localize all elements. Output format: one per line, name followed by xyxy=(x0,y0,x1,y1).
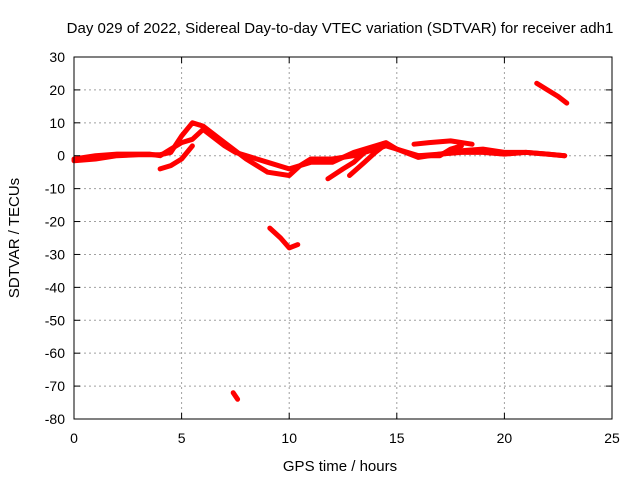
data-series xyxy=(71,80,570,402)
y-tick-label: -50 xyxy=(45,312,65,328)
y-tick-label: -80 xyxy=(45,411,65,427)
y-tick-label: -70 xyxy=(45,378,65,394)
y-tick-label: -30 xyxy=(45,246,65,262)
series-trace-13h xyxy=(347,141,389,178)
series-main-trace-b xyxy=(71,120,568,178)
y-tick-label: -20 xyxy=(45,214,65,230)
y-tick-label: -60 xyxy=(45,345,65,361)
grid xyxy=(74,57,612,419)
y-tick-label: 20 xyxy=(49,82,65,98)
series-trace-12h xyxy=(325,149,367,182)
x-tick-label: 10 xyxy=(281,430,297,446)
series-trace-16h xyxy=(411,138,475,147)
series-trace-22h xyxy=(534,80,570,106)
axis-ticks: 0 5 10 15 20 25 30 20 10 0 -10 -20 -30 -40 -50 -60 -70 -8… xyxy=(45,49,620,446)
series-trace-7h xyxy=(230,390,241,402)
x-tick-label: 25 xyxy=(604,430,620,446)
y-tick-label: -40 xyxy=(45,279,65,295)
series-trace-9h xyxy=(267,225,301,251)
series-trace-17h xyxy=(415,143,464,159)
x-tick-label: 20 xyxy=(497,430,513,446)
y-tick-label: 10 xyxy=(49,115,65,131)
series-trace-4h xyxy=(157,143,195,172)
x-axis-label: GPS time / hours xyxy=(283,458,397,475)
y-tick-label: 0 xyxy=(57,148,65,164)
y-tick-label: 30 xyxy=(49,49,65,65)
x-tick-label: 5 xyxy=(178,430,186,446)
x-tick-label: 15 xyxy=(389,430,405,446)
plot-frame xyxy=(73,56,613,420)
x-tick-label: 0 xyxy=(70,430,78,446)
chart-title: Day 029 of 2022, Sidereal Day-to-day VTE… xyxy=(67,20,614,37)
y-tick-label: -10 xyxy=(45,181,65,197)
y-axis-label: SDTVAR / TECUs xyxy=(6,178,23,298)
